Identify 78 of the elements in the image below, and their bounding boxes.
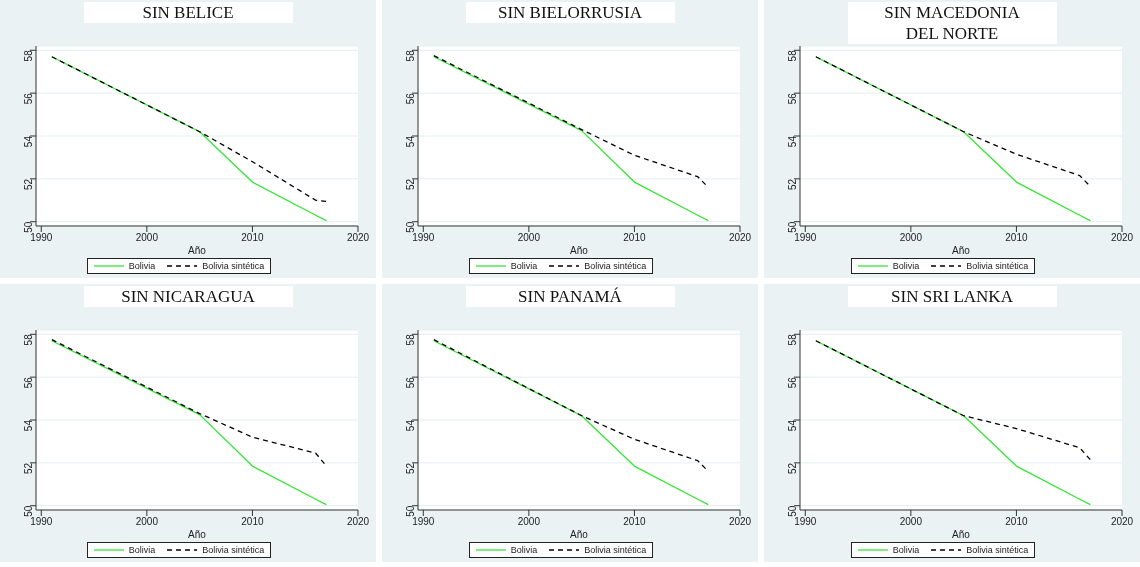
y-tick-label: 52: [22, 178, 34, 190]
x-tick-label: 2000: [517, 516, 541, 528]
y-tick-label: 56: [22, 376, 34, 389]
y-tick-label: 56: [786, 376, 798, 389]
x-tick-label: 1990: [412, 232, 435, 244]
x-tick-label: 1990: [412, 516, 435, 528]
x-tick-label: 1990: [794, 516, 817, 528]
legend-label: Bolivia sintética: [965, 261, 1029, 271]
y-tick-label: 56: [404, 376, 416, 389]
y-tick-label: 52: [22, 462, 34, 474]
y-tick-label: 58: [404, 333, 416, 346]
y-tick-label: 52: [404, 178, 416, 190]
y-tick-label: 52: [404, 462, 416, 474]
x-tick-label: 2000: [899, 232, 923, 244]
x-tick-label: 2020: [1110, 232, 1134, 244]
y-tick-label: 50: [786, 505, 798, 517]
x-tick-label: 2020: [728, 232, 752, 244]
x-tick-label: 2000: [517, 232, 541, 244]
y-tick-label: 54: [22, 419, 34, 432]
x-tick-label: 1990: [794, 232, 817, 244]
legend-label: Bolivia: [127, 545, 156, 555]
y-tick-label: 58: [786, 49, 798, 62]
legend-label: Bolivia sintética: [583, 261, 647, 271]
x-axis-title: Año: [570, 245, 589, 256]
chart-title: SIN SRI LANKA: [847, 286, 1057, 307]
x-axis-title: Año: [188, 245, 207, 256]
x-tick-label: 2010: [241, 232, 264, 244]
chart-title: SIN BIELORRUSIA: [465, 2, 675, 23]
y-tick-label: 56: [786, 92, 798, 105]
y-tick-label: 56: [22, 92, 34, 105]
y-tick-label: 50: [404, 221, 416, 233]
chart-title: SIN NICARAGUA: [83, 286, 293, 307]
y-tick-label: 58: [404, 49, 416, 62]
x-axis-title: Año: [570, 529, 589, 540]
x-tick-label: 2000: [135, 516, 159, 528]
x-tick-label: 2010: [623, 516, 646, 528]
y-tick-label: 54: [786, 419, 798, 432]
legend-label: Bolivia: [509, 261, 538, 271]
legend-label: Bolivia: [891, 261, 920, 271]
legend-label: Bolivia: [509, 545, 538, 555]
x-tick-label: 2020: [346, 516, 370, 528]
y-tick-label: 58: [786, 333, 798, 346]
legend-label: Bolivia sintética: [201, 261, 265, 271]
y-tick-label: 52: [786, 462, 798, 474]
y-tick-label: 54: [404, 135, 416, 148]
x-tick-label: 1990: [30, 516, 53, 528]
x-tick-label: 2010: [1005, 516, 1028, 528]
x-tick-label: 2000: [899, 516, 923, 528]
y-tick-label: 50: [786, 221, 798, 233]
y-tick-label: 52: [786, 178, 798, 190]
y-tick-label: 54: [404, 419, 416, 432]
x-tick-label: 1990: [30, 232, 53, 244]
x-tick-label: 2020: [1110, 516, 1134, 528]
y-tick-label: 56: [404, 92, 416, 105]
x-tick-label: 2020: [728, 516, 752, 528]
legend-label: Bolivia sintética: [965, 545, 1029, 555]
x-tick-label: 2000: [135, 232, 159, 244]
y-tick-label: 50: [22, 221, 34, 233]
chart-title: SIN PANAMÁ: [465, 286, 675, 307]
chart-title: SIN MACEDONIA DEL NORTE: [847, 2, 1057, 44]
y-tick-label: 58: [22, 333, 34, 346]
x-tick-label: 2010: [1005, 232, 1028, 244]
x-axis-title: Año: [952, 529, 971, 540]
y-tick-label: 50: [22, 505, 34, 517]
legend-label: Bolivia sintética: [583, 545, 647, 555]
y-tick-label: 54: [786, 135, 798, 148]
chart-title: SIN BELICE: [83, 2, 293, 23]
x-axis-title: Año: [188, 529, 207, 540]
x-tick-label: 2020: [346, 232, 370, 244]
y-tick-label: 58: [22, 49, 34, 62]
y-tick-label: 50: [404, 505, 416, 517]
x-tick-label: 2010: [241, 516, 264, 528]
legend-label: Bolivia sintética: [201, 545, 265, 555]
y-tick-label: 54: [22, 135, 34, 148]
legend-label: Bolivia: [127, 261, 156, 271]
x-tick-label: 2010: [623, 232, 646, 244]
x-axis-title: Año: [952, 245, 971, 256]
legend-label: Bolivia: [891, 545, 920, 555]
